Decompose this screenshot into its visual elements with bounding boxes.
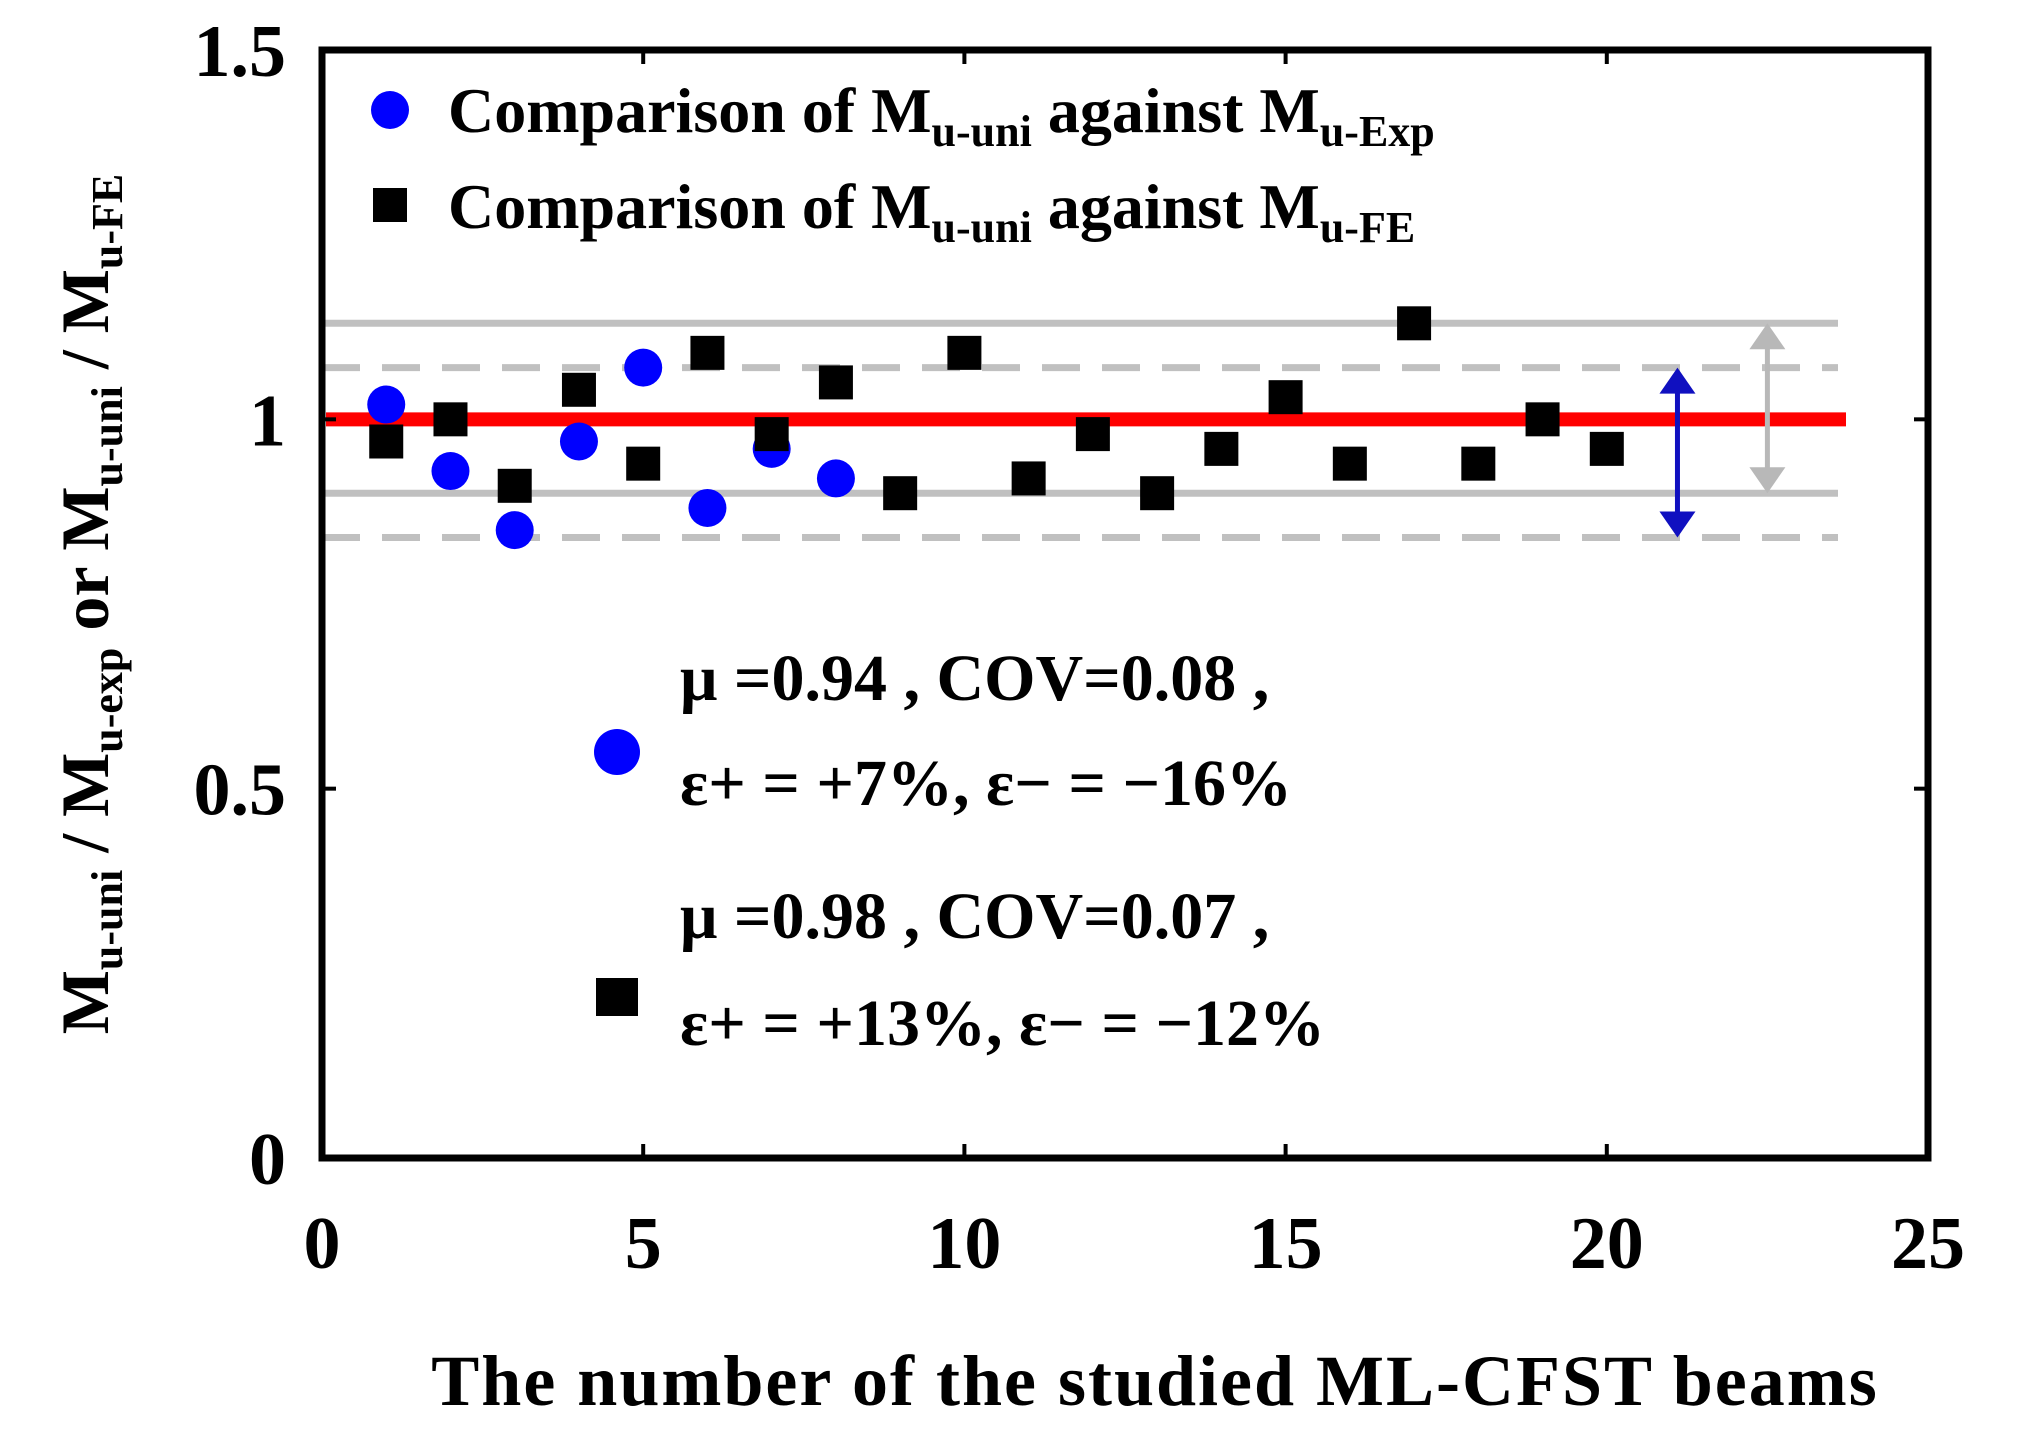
point-fe-20: [1589, 431, 1624, 466]
axis-ticks: [322, 50, 1928, 1158]
point-fe-12: [1075, 417, 1110, 452]
stats-marker-circle: [594, 729, 640, 775]
point-fe-11: [1011, 461, 1046, 496]
stats-line-1: μ =0.94 , COV=0.08 ,: [680, 642, 1269, 715]
point-exp-5: [624, 348, 663, 387]
x-tick-label: 20: [1570, 1203, 1644, 1285]
stats-line-2: ε+ = +7%, ε− = −16%: [680, 747, 1292, 820]
point-fe-19: [1525, 402, 1560, 437]
point-fe-5: [626, 446, 661, 481]
subscript: u-uni: [932, 107, 1032, 156]
point-fe-8: [818, 365, 853, 400]
y-label-part: or M: [47, 486, 123, 647]
legend-marker-circle: [371, 91, 409, 129]
point-exp-2: [431, 452, 470, 491]
x-tick-label: 10: [927, 1203, 1001, 1285]
point-fe-18: [1461, 446, 1496, 481]
point-exp-1: [367, 385, 406, 424]
text-part: Comparison of M: [448, 171, 932, 242]
point-fe-16: [1332, 446, 1367, 481]
y-label-part: / M: [47, 753, 123, 870]
subscript: u-FE: [1320, 203, 1415, 252]
y-label-subscript: u-uni: [83, 386, 132, 486]
y-label-subscript: u-uni: [83, 870, 132, 970]
y-label-subscript: u-FE: [83, 174, 132, 269]
point-fe-13: [1140, 476, 1175, 511]
point-fe-4: [561, 372, 596, 407]
subscript: u-uni: [932, 203, 1032, 252]
y-tick-label: 0: [249, 1119, 286, 1201]
y-label-part: M: [47, 970, 123, 1034]
stats-marker-square: [596, 978, 638, 1016]
y-label-subscript: u-exp: [83, 648, 132, 753]
exp-range-arrow-head-down: [1659, 511, 1696, 538]
stats-line-1: μ =0.98 , COV=0.07 ,: [680, 880, 1269, 953]
y-tick-label: 0.5: [194, 750, 287, 832]
legend-entry-2: Comparison of Mu-uni against Mu-FE: [448, 171, 1415, 252]
x-axis-label: The number of the studied ML-CFST beams: [431, 1341, 1878, 1421]
point-fe-6: [690, 335, 725, 370]
legend-entry-1: Comparison of Mu-uni against Mu-Exp: [448, 75, 1435, 156]
point-fe-2: [433, 402, 468, 437]
legend-marker-square: [373, 188, 407, 222]
x-tick-label: 0: [304, 1203, 341, 1285]
x-tick-label: 5: [625, 1203, 662, 1285]
point-fe-17: [1397, 306, 1432, 341]
point-fe-9: [883, 476, 918, 511]
subscript: u-Exp: [1320, 107, 1435, 156]
data-markers: [367, 306, 1624, 550]
fe-range-arrow-head-down: [1749, 467, 1786, 494]
point-exp-6: [688, 488, 727, 527]
y-tick-label: 1: [249, 380, 286, 462]
x-tick-label: 15: [1249, 1203, 1323, 1285]
point-fe-3: [497, 468, 532, 503]
y-label-part: / M: [47, 269, 123, 386]
stats-annotations: μ =0.94 , COV=0.08 , ε+ = +7%, ε− = −16% μ…: [594, 642, 1325, 1060]
point-fe-15: [1268, 380, 1303, 415]
plot-frame: [318, 46, 1932, 1162]
range-arrows: [1659, 323, 1786, 538]
point-fe-1: [369, 424, 404, 459]
point-exp-3: [495, 511, 534, 550]
text-part: Comparison of M: [448, 75, 932, 146]
legend: Comparison of Mu-uni against Mu-ExpCompa…: [371, 75, 1435, 252]
y-axis-label: Mu-uni / Mu-exp or Mu-uni / Mu-FE: [47, 174, 132, 1035]
point-fe-10: [947, 335, 982, 370]
fe-range-arrow-head-up: [1749, 323, 1786, 350]
point-fe-14: [1204, 431, 1239, 466]
exp-range-arrow-head-up: [1659, 367, 1696, 394]
axis-tick-labels: 0 5 10 15 20 25 0 0.5 1 1.5: [194, 11, 1966, 1285]
text-part: against M: [1032, 171, 1320, 242]
text-part: against M: [1032, 75, 1320, 146]
point-exp-8: [816, 459, 855, 498]
stats-line-2: ε+ = +13%, ε− = −12%: [680, 987, 1325, 1060]
point-exp-4: [559, 422, 598, 461]
x-tick-label: 25: [1891, 1203, 1965, 1285]
point-fe-7: [754, 417, 789, 452]
y-tick-label: 1.5: [194, 11, 287, 93]
